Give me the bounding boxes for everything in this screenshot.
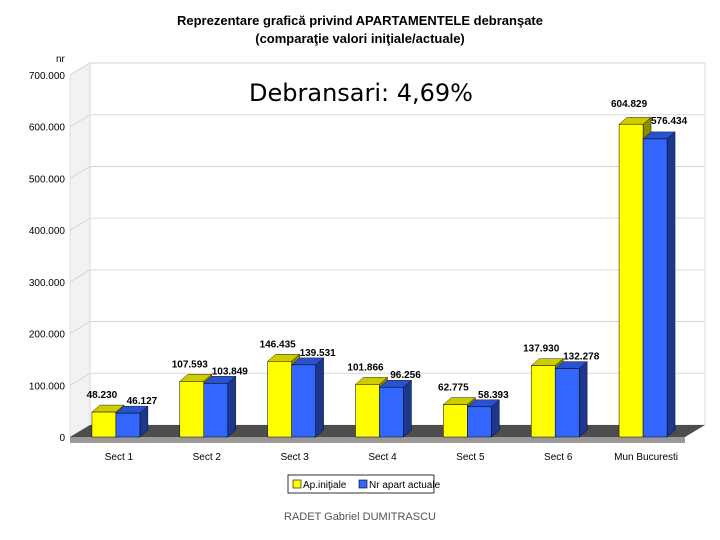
bar-current <box>115 405 149 438</box>
data-label: 576.434 <box>651 116 688 127</box>
y-tick-label: 700.000 <box>29 71 66 82</box>
gridline <box>69 321 705 334</box>
x-tick-label: Sect 2 <box>193 452 222 463</box>
bar-front <box>355 384 380 438</box>
bar-current <box>554 361 588 438</box>
data-label: 146.435 <box>260 339 297 350</box>
legend-label-current: Nr apart actuale <box>369 480 441 491</box>
gridline <box>69 166 705 179</box>
bar-current <box>203 375 237 438</box>
gridline <box>69 62 705 76</box>
data-label: 101.866 <box>347 362 384 373</box>
bar-front <box>443 404 468 438</box>
data-label: 604.829 <box>611 99 648 110</box>
y-tick-label: 200.000 <box>29 330 66 341</box>
bar-side <box>403 379 412 438</box>
bar-front <box>291 364 316 438</box>
data-label: 103.849 <box>212 366 249 377</box>
bar-side <box>579 361 588 438</box>
bar-side <box>666 131 676 438</box>
bar-front <box>115 412 141 438</box>
bar-front <box>642 138 668 438</box>
y-tick-label: 0 <box>59 433 65 444</box>
x-tick-label: Sect 6 <box>544 452 573 463</box>
bar-front <box>267 361 292 438</box>
x-tick-label: Sect 1 <box>105 452 134 463</box>
floor-front <box>70 437 685 443</box>
bar-current <box>378 379 413 438</box>
chart-title: Reprezentare grafică privind APARTAMENTE… <box>177 13 543 28</box>
data-label: 46.127 <box>127 396 158 407</box>
back-wall <box>89 62 706 426</box>
bar-front <box>203 383 229 438</box>
data-label: 139.531 <box>300 348 337 359</box>
bar-front <box>554 368 580 438</box>
x-tick-label: Sect 3 <box>280 452 309 463</box>
legend-label-initial: Ap.iniţiale <box>303 480 347 491</box>
y-axis-label: nr <box>56 54 66 65</box>
legend: Ap.iniţiale Nr apart actuale <box>287 474 441 494</box>
bar-current <box>642 131 676 438</box>
data-label: 137.930 <box>523 344 560 355</box>
y-tick-label: 100.000 <box>29 381 66 392</box>
legend-swatch-current <box>358 479 368 489</box>
x-axis-labels: Sect 1 Sect 2 Sect 3 Sect 4 Sect 5 Sect 6 Mun … <box>105 452 678 463</box>
gridline <box>69 372 705 386</box>
y-axis-ticks: 0 100.000 200.000 300.000 400.000 500.000 600.… <box>29 71 66 444</box>
gridlines <box>69 62 705 386</box>
bars <box>91 116 676 438</box>
y-tick-label: 400.000 <box>29 226 66 237</box>
data-label: 48.230 <box>87 390 118 401</box>
side-wall <box>69 62 91 438</box>
data-label: 132.278 <box>563 352 600 363</box>
bar-front <box>179 381 205 438</box>
bar-side <box>315 357 324 438</box>
bar-front <box>530 365 556 438</box>
gridline <box>69 217 705 231</box>
bar-front <box>91 411 117 438</box>
chart-subtitle: (comparaţie valori iniţiale/actuale) <box>255 31 465 46</box>
bar-front <box>618 123 644 438</box>
data-label: 58.393 <box>478 390 509 401</box>
data-label: 62.775 <box>438 383 469 394</box>
callout-text: Debransari: 4,69% <box>249 79 473 107</box>
bar-current <box>466 399 500 438</box>
bar-front <box>467 406 492 438</box>
data-label: 96.256 <box>390 370 421 381</box>
y-tick-label: 300.000 <box>29 278 66 289</box>
y-tick-label: 500.000 <box>29 174 66 185</box>
x-tick-label: Sect 4 <box>368 452 397 463</box>
bar-current <box>291 357 325 438</box>
plot-background <box>69 62 706 438</box>
legend-swatch-initial <box>292 479 302 489</box>
gridline <box>69 114 705 128</box>
x-tick-label: Sect 5 <box>456 452 485 463</box>
footer-text: RADET Gabriel DUMITRASCU <box>284 511 436 523</box>
bar-side <box>227 375 236 438</box>
x-tick-label: Mun Bucuresti <box>614 452 678 463</box>
data-label: 107.593 <box>172 359 209 370</box>
bar-front <box>379 386 404 438</box>
gridline <box>69 269 705 283</box>
y-tick-label: 600.000 <box>29 123 66 134</box>
